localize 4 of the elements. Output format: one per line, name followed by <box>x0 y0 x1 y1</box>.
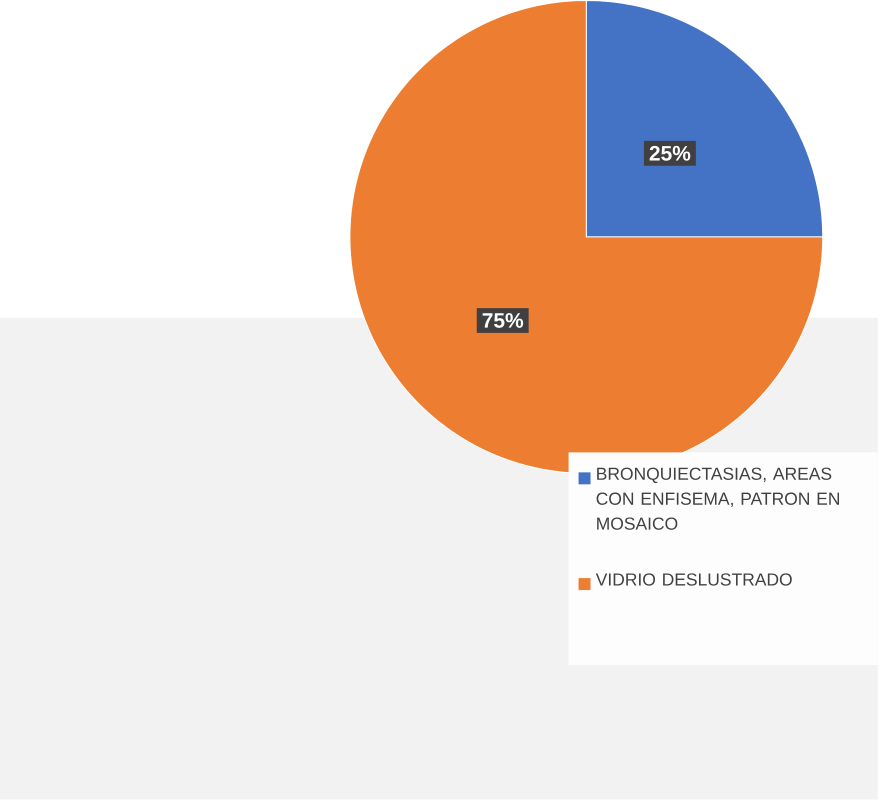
data-label: 75% <box>482 313 524 328</box>
legend-label: BRONQUIECTASIAS, AREAS CON ENFISEMA, PATRON EN MOSAICO <box>596 468 840 530</box>
data-label: 25% <box>650 146 690 161</box>
legend-label: VIDRIO DESLUSTRADO <box>596 574 792 586</box>
